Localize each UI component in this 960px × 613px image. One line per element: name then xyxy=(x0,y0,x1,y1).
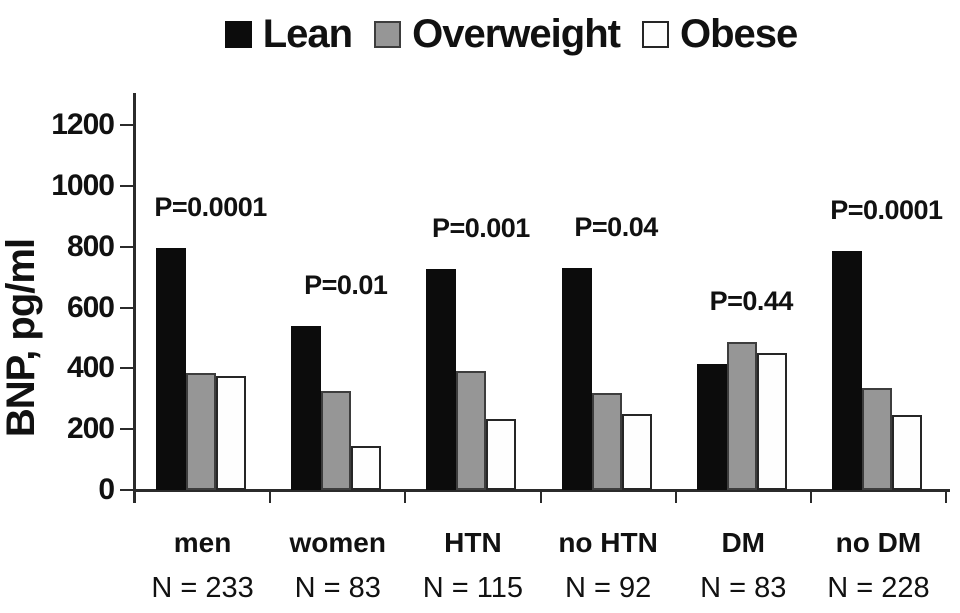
category-label-htn: HTN xyxy=(444,527,502,558)
x-tick xyxy=(809,490,812,503)
bar-lean-no-htn xyxy=(561,267,592,490)
y-tick-label: 600 xyxy=(66,290,115,324)
bar-obese-no-htn xyxy=(621,413,652,490)
y-tick xyxy=(120,367,135,370)
chart-legend: Lean Overweight Obese xyxy=(105,8,917,60)
bar-lean-men xyxy=(156,248,186,490)
y-tick-label: 200 xyxy=(66,412,115,446)
overweight-swatch-icon xyxy=(374,20,402,48)
n-label-htn: N = 115 xyxy=(422,572,524,604)
bar-obese-men xyxy=(216,375,246,490)
x-tick xyxy=(269,490,272,503)
bar-overweight-no-htn xyxy=(591,392,622,490)
n-label-men: N = 233 xyxy=(151,572,254,604)
category-label-women: women xyxy=(289,527,386,558)
legend-item-obese: Obese xyxy=(641,11,798,57)
legend-item-overweight: Overweight xyxy=(374,11,621,57)
y-tick xyxy=(120,124,135,126)
n-label-women: N = 83 xyxy=(294,572,381,604)
y-tick xyxy=(120,489,135,491)
bar-overweight-dm xyxy=(726,342,757,490)
n-label-no-htn: N = 92 xyxy=(564,572,652,604)
legend-label-overweight: Overweight xyxy=(412,11,621,56)
p-value-label-htn: P=0.001 xyxy=(431,213,530,244)
p-value-label-dm: P=0.44 xyxy=(709,286,794,317)
y-tick-label: 800 xyxy=(66,229,115,263)
obese-swatch-icon xyxy=(641,20,669,48)
p-value-label-no-dm: P=0.0001 xyxy=(830,195,943,226)
category-label-dm: DM xyxy=(721,527,765,558)
y-axis-line xyxy=(133,93,136,503)
y-tick xyxy=(120,245,135,248)
category-label-no-dm: no DM xyxy=(835,527,922,558)
y-tick-label: 1000 xyxy=(51,168,115,202)
y-tick xyxy=(120,184,135,187)
legend-label-obese: Obese xyxy=(679,11,798,56)
bar-overweight-no-dm xyxy=(861,388,892,490)
x-tick xyxy=(539,490,542,503)
p-value-label-no-htn: P=0.04 xyxy=(574,211,658,242)
bar-overweight-men xyxy=(186,372,216,490)
y-tick-label: 1200 xyxy=(51,108,115,141)
legend-item-lean: Lean xyxy=(224,11,353,57)
x-tick xyxy=(674,490,677,503)
y-tick-label: 400 xyxy=(66,351,115,385)
bar-lean-htn xyxy=(426,269,457,490)
bar-lean-women xyxy=(291,325,322,490)
legend-label-lean: Lean xyxy=(262,11,353,56)
bar-overweight-htn xyxy=(456,371,487,490)
y-tick xyxy=(120,428,135,431)
lean-swatch-icon xyxy=(224,20,252,48)
p-value-label-women: P=0.01 xyxy=(304,269,388,300)
bar-lean-no-dm xyxy=(831,251,862,490)
category-label-no-htn: no HTN xyxy=(558,527,658,558)
n-label-no-dm: N = 228 xyxy=(827,572,930,604)
bar-lean-dm xyxy=(696,363,727,490)
category-label-men: men xyxy=(173,527,232,558)
x-axis-line xyxy=(133,489,950,492)
bar-overweight-women xyxy=(321,391,352,490)
y-tick xyxy=(120,306,135,309)
p-value-label-men: P=0.0001 xyxy=(154,192,267,223)
bar-obese-no-dm xyxy=(891,415,922,490)
n-label-dm: N = 83 xyxy=(700,572,787,604)
bar-obese-htn xyxy=(486,418,517,490)
x-tick xyxy=(404,490,407,503)
bar-obese-dm xyxy=(756,353,787,490)
x-tick xyxy=(134,490,136,503)
x-tick xyxy=(945,490,947,503)
y-tick-label: 0 xyxy=(98,473,115,506)
bar-obese-women xyxy=(351,445,382,490)
